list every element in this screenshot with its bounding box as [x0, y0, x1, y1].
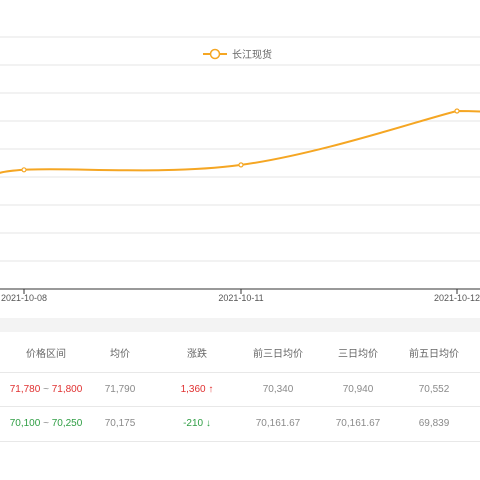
- section-divider: [0, 318, 480, 332]
- price-high: 70,250: [51, 418, 83, 429]
- legend-marker-icon: [209, 48, 221, 60]
- chart-legend[interactable]: 长江现货: [203, 48, 272, 61]
- table-row: 71,780 ~ 71,800 71,790 1,360 ↑ 70,340 70…: [0, 372, 480, 407]
- x-tick-label: 2021-10-08: [1, 293, 47, 303]
- prev5-average: 70,552: [418, 384, 450, 395]
- legend-label: 长江现货: [232, 48, 272, 61]
- x-tick-label: 2021-10-12: [434, 293, 480, 303]
- prev3-average: 70,161.67: [255, 418, 301, 429]
- arrow-up-icon: ↑: [208, 384, 214, 395]
- header-price-range: 价格区间: [26, 349, 66, 360]
- data-point: [21, 167, 27, 173]
- price-range-cell: 70,100 ~ 70,250: [0, 407, 92, 441]
- price-low: 71,780: [9, 384, 41, 395]
- range-separator: ~: [43, 418, 49, 429]
- x-axis-ticks: 2021-10-08 2021-10-11 2021-10-12: [1, 289, 480, 303]
- change-value: -210: [183, 418, 204, 429]
- prev5-average: 69,839: [418, 418, 450, 429]
- price-line-chart: 2021-10-08 2021-10-11 2021-10-12 长江现货: [0, 36, 480, 303]
- range-separator: ~: [43, 384, 49, 395]
- data-point: [454, 108, 460, 114]
- 3day-average: 70,940: [342, 384, 374, 395]
- table-row: 70,100 ~ 70,250 70,175 -210 ↓ 70,161.67 …: [0, 406, 480, 442]
- average-price: 70,175: [104, 418, 136, 429]
- x-tick-label: 2021-10-11: [218, 293, 263, 303]
- prev3-average: 70,340: [262, 384, 294, 395]
- change-value: 1,360: [180, 384, 206, 395]
- price-high: 71,800: [51, 384, 83, 395]
- header-average: 均价: [110, 349, 130, 360]
- change-cell: 1,360 ↑: [165, 373, 229, 407]
- header-3day-average: 三日均价: [338, 349, 378, 360]
- price-low: 70,100: [9, 418, 41, 429]
- arrow-down-icon: ↓: [205, 418, 211, 429]
- header-change: 涨跌: [187, 349, 207, 360]
- table-header-row: 价格区间 均价 涨跌 前三日均价 三日均价 前五日均价: [0, 338, 480, 372]
- data-point: [238, 162, 244, 168]
- chart-grid: [0, 36, 480, 262]
- change-cell: -210 ↓: [165, 407, 229, 441]
- 3day-average: 70,161.67: [335, 418, 381, 429]
- average-price: 71,790: [104, 384, 136, 395]
- header-prev5-average: 前五日均价: [409, 349, 459, 360]
- series-points: [21, 108, 460, 173]
- header-prev3-average: 前三日均价: [253, 349, 303, 360]
- price-range-cell: 71,780 ~ 71,800: [0, 373, 92, 407]
